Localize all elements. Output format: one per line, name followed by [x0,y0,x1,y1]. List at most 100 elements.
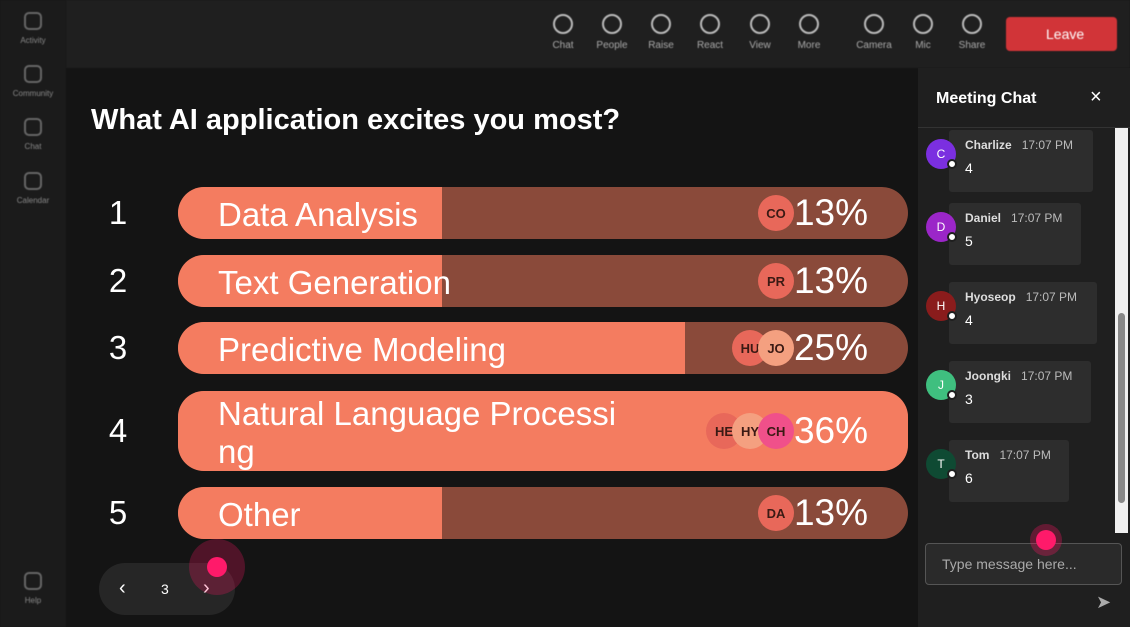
send-button[interactable]: ➤ [1096,592,1112,612]
toolbar-label: View [749,40,771,51]
rail-label[interactable]: Chat [24,142,42,151]
poll-question: What AI application excites you most? [91,104,621,136]
toolbar-button[interactable]: More [789,0,829,68]
sender-name: Daniel [965,211,1002,225]
option-percent: 13% [793,492,868,533]
sender-name: Joongki [965,369,1012,383]
toolbar-button[interactable]: Chat [543,0,583,68]
toolbar-label: Share [958,40,986,51]
toolbar-label: Raise [648,40,674,51]
status-dot [947,469,957,479]
voter-avatar: JO [758,330,794,366]
touch-indicator [1030,524,1062,556]
message-text: 4 [965,160,973,176]
voter-avatar: CO [758,195,794,231]
chat-title: Meeting Chat [936,90,1037,107]
poll-option[interactable]: Text Generation 13% PR [178,255,908,307]
chat-message: Hyoseop 17:07 PM 4 [949,282,1097,344]
chat-message: Tom 17:07 PM 6 [949,440,1069,502]
toolbar-label: Mic [915,40,931,51]
message-text: 5 [965,233,973,249]
toolbar-button[interactable]: React [690,0,730,68]
rail-label[interactable]: Help [24,596,42,605]
chat-message: Daniel 17:07 PM 5 [949,203,1081,265]
status-dot [947,159,957,169]
message-time: 17:07 PM [1021,138,1074,152]
poll-option[interactable]: Predictive Modeling 25% HU JO [178,322,908,374]
next-button[interactable]: › [203,577,210,599]
toolbar-label: Camera [856,40,892,51]
sender-avatar: J [926,370,957,400]
toolbar-button[interactable]: Mic [903,0,943,68]
message-text: 3 [965,391,973,407]
rail-icon [24,12,42,30]
toolbar-button[interactable]: Camera [854,0,894,68]
option-number: 1 [108,194,128,231]
toolbar-button[interactable]: People [592,0,632,68]
voter-avatar: DA [758,495,794,531]
toolbar-button[interactable]: Raise [641,0,681,68]
poll-option[interactable]: Natural Language Processi ng 36% HE HY CH [178,391,908,471]
top-bar: Chat People Raise React View More Camera Mic Sha… [66,0,1130,68]
message-time: 17:07 PM [1011,211,1063,225]
chat-message: Charlize 17:07 PM 4 [949,130,1093,192]
status-dot [947,232,957,242]
toolbar-label: React [696,40,724,51]
message-input[interactable]: Type message here... [925,543,1122,585]
toolbar-label: More [797,40,821,51]
toolbar-button[interactable]: View [740,0,780,68]
voter-avatar: PR [758,263,794,299]
option-label: Data Analysis [218,196,418,233]
rail-icon [24,572,42,590]
rail-icon [24,118,42,136]
poll-option[interactable]: Other 13% DA [178,487,908,539]
option-bar [178,187,442,239]
sender-name: Tom [965,448,990,462]
status-dot [947,311,957,321]
option-bar [178,487,442,539]
message-time: 17:07 PM [999,448,1051,462]
option-number: 2 [108,262,128,299]
voter-avatar: CH [758,413,794,449]
page-number: 3 [161,581,169,597]
sender-name: Charlize [965,138,1012,152]
sender-avatar: H [926,291,957,321]
option-number: 5 [108,494,128,531]
rail-label[interactable]: Activity [20,36,46,45]
message-text: 4 [965,312,973,328]
divider [918,127,1130,128]
poll-option[interactable]: Data Analysis 13% CO [178,187,908,239]
message-text: 6 [965,470,973,486]
option-number: 3 [108,329,128,366]
sender-name: Hyoseop [965,290,1016,304]
touch-indicator [189,539,245,595]
option-label: Natural Language Processi ng [218,395,617,470]
rail-icon [24,172,42,190]
option-bar [178,322,685,374]
option-label: Predictive Modeling [218,331,506,368]
message-time: 17:07 PM [1025,290,1078,304]
toolbar-label: People [596,40,628,51]
option-percent: 36% [793,410,868,451]
option-label: Text Generation [218,264,451,301]
chat-panel: Meeting Chat × Type message here... ➤ Ch… [918,68,1130,627]
option-percent: 13% [793,192,868,233]
scrollbar [1115,128,1128,533]
rail-label[interactable]: Community [12,89,54,98]
toolbar-label: Chat [552,40,574,51]
sender-avatar: C [926,139,957,169]
option-number: 4 [108,412,128,449]
toolbar-button[interactable]: Share [952,0,992,68]
left-rail: Activity Community Chat Calendar Help [0,0,66,627]
option-percent: 13% [793,260,868,301]
leave-button[interactable]: Leave [1006,17,1117,51]
prev-button[interactable]: ‹ [119,577,126,599]
message-time: 17:07 PM [1021,369,1073,383]
rail-label[interactable]: Calendar [16,196,50,205]
sender-avatar: D [926,212,957,242]
rail-icon [24,65,42,83]
sender-avatar: T [926,449,957,479]
close-button[interactable]: × [1090,86,1102,108]
option-percent: 25% [793,327,868,368]
